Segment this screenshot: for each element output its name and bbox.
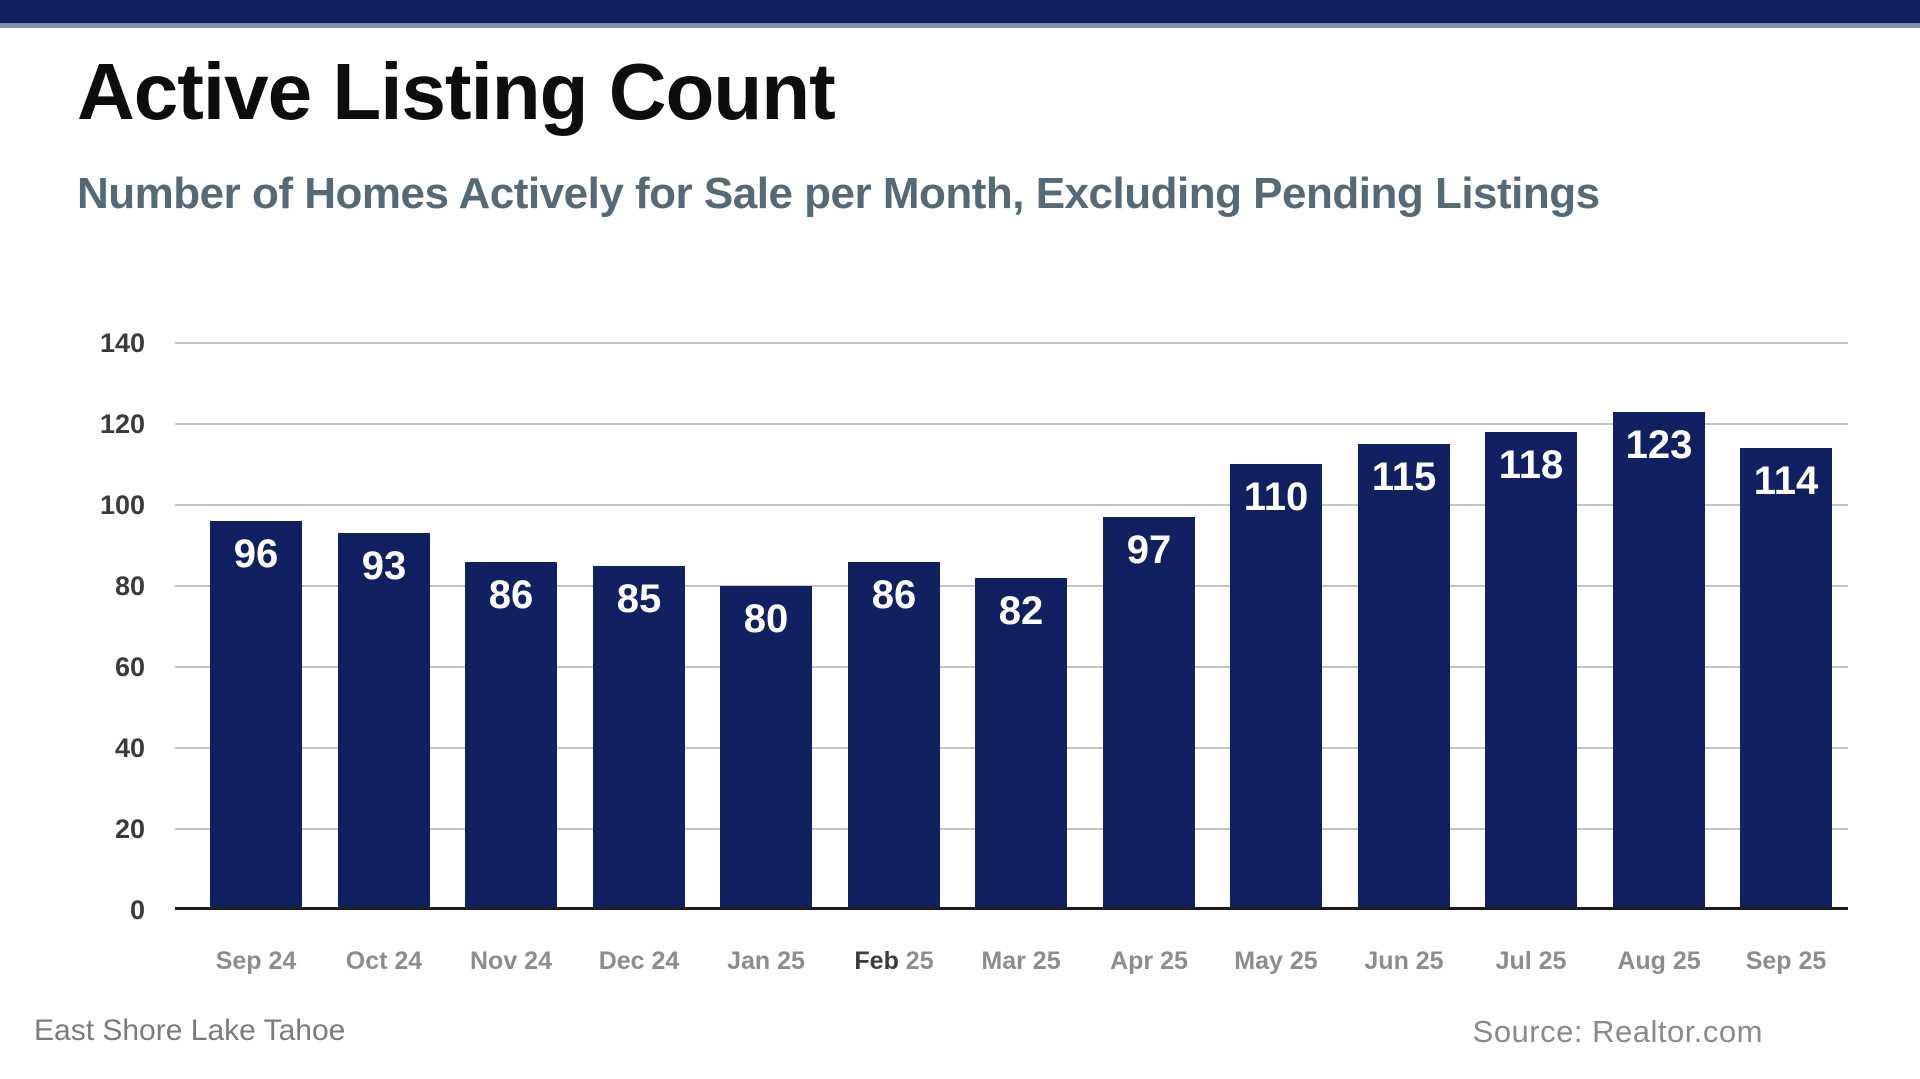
x-axis-label: Jun 25 <box>1364 947 1444 975</box>
x-axis-label-month: Feb <box>854 947 906 975</box>
bar-value-label: 86 <box>488 573 534 617</box>
x-axis-label: May 25 <box>1234 947 1318 975</box>
bar-value-label: 96 <box>233 532 279 576</box>
y-axis-label: 120 <box>99 409 145 439</box>
bar: 123 <box>1613 412 1705 910</box>
chart: 0 20 40 60 80 100 120 140 96 93 86 85 80 86 82 97 110 115… <box>0 328 1848 975</box>
bar: 110 <box>1230 464 1322 910</box>
x-axis-label: Nov 24 <box>470 947 552 975</box>
y-axis-label: 0 <box>129 895 145 925</box>
gridline <box>175 504 1848 506</box>
bar: 115 <box>1358 444 1450 910</box>
bar-value-label: 82 <box>998 589 1044 633</box>
header-divider-line <box>0 23 1920 28</box>
x-axis-label: Apr 25 <box>1110 947 1188 975</box>
y-axis-label: 100 <box>99 490 145 520</box>
x-axis-line <box>175 907 1848 910</box>
bar-value-label: 80 <box>743 597 789 641</box>
header-accent-bar <box>0 0 1920 23</box>
bar: 114 <box>1740 448 1832 910</box>
bar: 96 <box>210 521 302 910</box>
x-axis-label: Aug 25 <box>1617 947 1701 975</box>
bar: 118 <box>1485 432 1577 910</box>
x-axis-label: Sep 25 <box>1745 947 1827 975</box>
y-axis-label: 60 <box>114 652 145 682</box>
bar-value-label: 97 <box>1126 528 1172 572</box>
bar-value-label: 85 <box>616 577 662 621</box>
bar: 86 <box>465 562 557 910</box>
x-axis-label-year: 25 <box>905 947 934 975</box>
page-title: Active Listing Count <box>77 47 836 136</box>
bar: 93 <box>338 533 430 910</box>
bar-value-label: 115 <box>1371 455 1437 499</box>
bar: 82 <box>975 578 1067 910</box>
gridline <box>175 342 1848 344</box>
y-axis-label: 40 <box>114 733 145 763</box>
bar-value-label: 110 <box>1243 475 1309 519</box>
bar-value-label: 86 <box>871 573 917 617</box>
footer-source-label: Source: Realtor.com <box>1472 1014 1763 1049</box>
bar: 80 <box>720 586 812 910</box>
y-axis-label: 80 <box>114 571 145 601</box>
x-axis-label: Oct 24 <box>345 947 423 975</box>
bar: 97 <box>1103 517 1195 910</box>
bar-value-label: 114 <box>1753 459 1819 503</box>
x-axis-label: Sep 24 <box>215 947 297 975</box>
y-axis-label: 20 <box>114 814 145 844</box>
footer-location-label: East Shore Lake Tahoe <box>34 1014 346 1047</box>
gridline <box>175 423 1848 425</box>
y-axis-label: 140 <box>99 328 145 358</box>
x-axis-label: Feb 25 <box>830 946 958 976</box>
page-subtitle: Number of Homes Actively for Sale per Mo… <box>77 169 1600 218</box>
bar: 86 <box>848 562 940 910</box>
bar: 85 <box>593 566 685 910</box>
x-axis-label: Jan 25 <box>727 947 805 975</box>
x-axis-label: Jul 25 <box>1495 947 1567 975</box>
bar-value-label: 118 <box>1498 443 1564 487</box>
x-axis-label: Mar 25 <box>981 947 1061 975</box>
bar-value-label: 123 <box>1625 423 1693 467</box>
bar-value-label: 93 <box>361 544 407 588</box>
x-axis-label: Dec 24 <box>598 947 680 975</box>
